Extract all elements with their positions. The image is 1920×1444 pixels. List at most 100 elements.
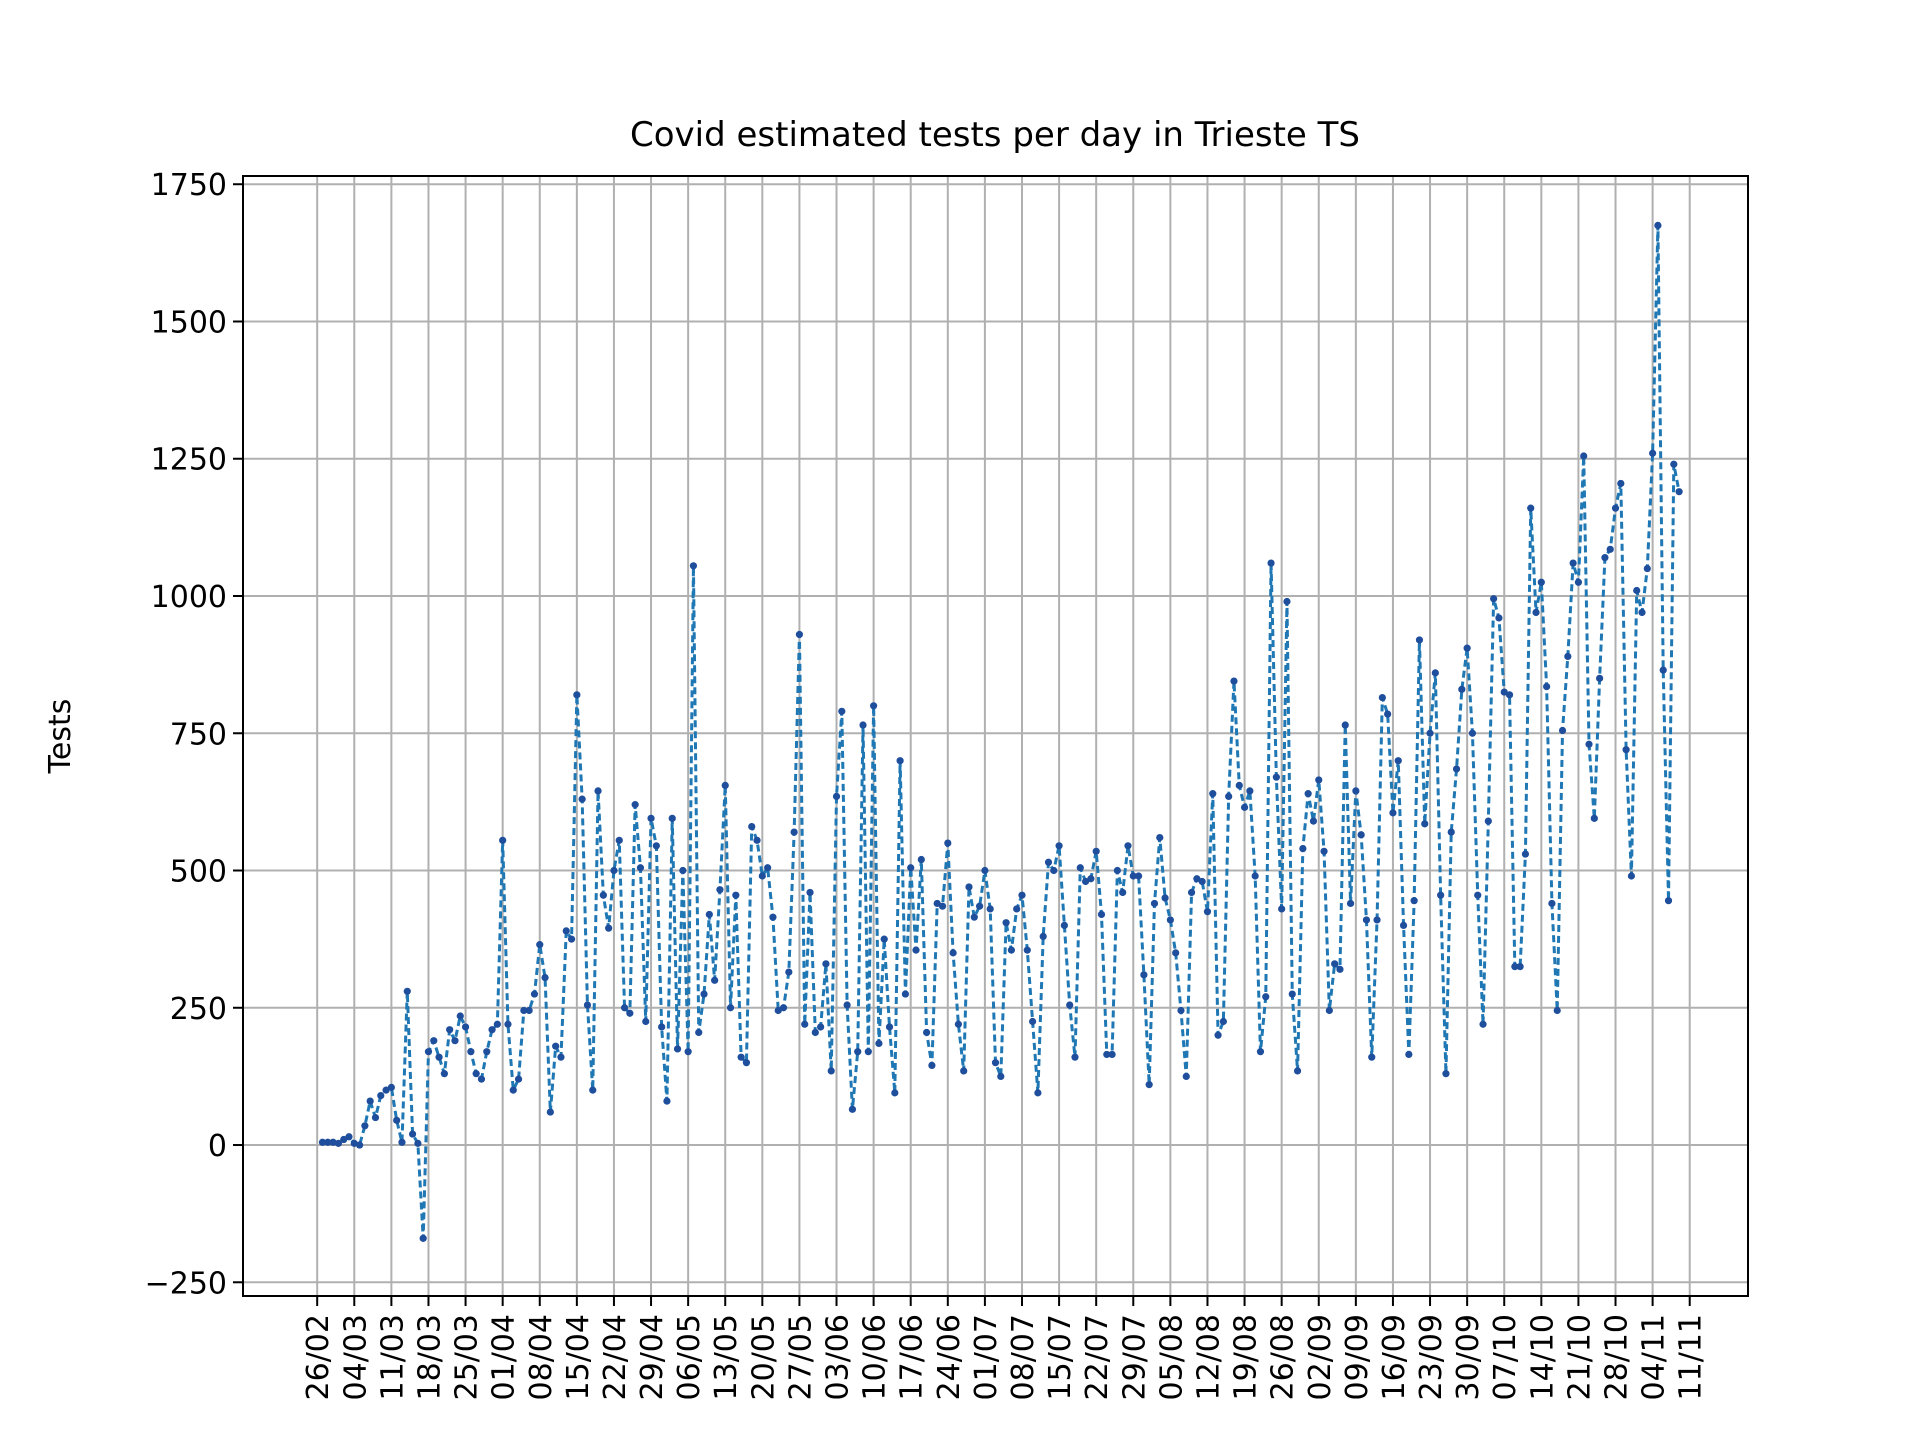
data-point [451,1037,459,1045]
data-point [589,1086,597,1094]
x-tick-label: 21/10 [1562,1314,1597,1400]
data-point [1569,559,1577,567]
data-point [578,795,586,803]
data-point [938,902,947,910]
data-point [1362,916,1371,924]
data-point [610,866,618,875]
x-tick-label: 26/02 [301,1314,336,1400]
x-tick-label: 02/09 [1303,1314,1338,1400]
data-point [684,1048,692,1056]
data-point [1590,814,1598,822]
data-point [716,886,724,894]
data-point [1606,545,1614,553]
data-point [880,935,888,943]
data-point [1564,652,1572,660]
data-point [737,1053,745,1061]
data-point [620,1004,629,1012]
data-point [583,1001,592,1009]
x-tick-label: 27/05 [783,1314,818,1400]
x-tick-label: 28/10 [1600,1314,1635,1400]
data-point [774,1006,782,1015]
data-point [1214,1031,1222,1039]
data-point [1267,559,1275,567]
data-point [525,1006,533,1015]
data-point [928,1061,936,1070]
data-point [530,990,539,998]
data-point [1574,578,1583,586]
data-point [933,899,941,908]
y-tick-label: 1250 [151,443,227,478]
data-point [1060,921,1068,930]
data-point [726,1004,735,1012]
data-point [414,1139,422,1147]
data-point [1246,787,1254,795]
data-point [970,913,978,921]
data-point [1150,899,1159,908]
data-point [1617,479,1625,488]
data-point [1611,504,1620,512]
data-point [854,1048,862,1056]
data-point [1495,614,1503,622]
data-point [1553,1006,1561,1015]
x-tick-label: 24/06 [932,1314,967,1400]
data-point [779,1004,788,1012]
data-point [949,949,957,957]
data-point [1638,608,1646,617]
data-point [461,1023,470,1031]
data-point [599,891,607,899]
data-point [642,1017,650,1026]
data-point [536,941,544,949]
data-point [891,1089,899,1097]
x-tick-label: 26/08 [1266,1314,1301,1400]
data-point [679,866,687,875]
data-point [1304,790,1312,798]
data-point [801,1020,809,1028]
x-tick-label: 22/04 [598,1314,633,1400]
data-point [456,1012,464,1020]
data-point [896,757,904,765]
data-point [732,891,740,899]
data-point [1320,847,1328,855]
data-point [1272,773,1280,781]
chart-title: Covid estimated tests per day in Trieste… [630,115,1360,155]
data-point [1675,488,1683,496]
data-point [371,1113,380,1122]
data-point [1331,960,1339,968]
data-point [1288,990,1296,998]
data-point [1346,899,1355,908]
data-point [1134,872,1143,880]
data-point [875,1039,883,1048]
data-point [1283,597,1291,606]
data-point [663,1097,671,1105]
data-point [424,1048,433,1056]
data-point [1278,905,1286,913]
data-point [753,836,761,844]
data-point [1421,820,1429,828]
data-point [1071,1053,1079,1061]
data-point [605,924,613,932]
data-point [1129,872,1137,880]
data-point [1076,864,1084,872]
data-point [1315,776,1323,784]
y-tick-label: 1750 [151,168,227,203]
data-point [340,1135,348,1144]
x-tick-label: 23/09 [1414,1314,1449,1400]
data-point [355,1141,364,1149]
data-point [1177,1006,1185,1015]
data-point [419,1234,427,1242]
data-point [1373,916,1381,924]
data-point [1299,844,1307,853]
data-point [446,1026,454,1034]
x-tick-label: 16/09 [1377,1314,1412,1400]
data-point [673,1045,682,1053]
data-point [477,1075,486,1083]
data-point [1108,1050,1116,1059]
x-tick-label: 04/11 [1637,1314,1672,1400]
data-point [1092,847,1100,855]
data-point [1341,721,1349,729]
data-point [1081,877,1090,886]
data-point [1431,669,1439,677]
